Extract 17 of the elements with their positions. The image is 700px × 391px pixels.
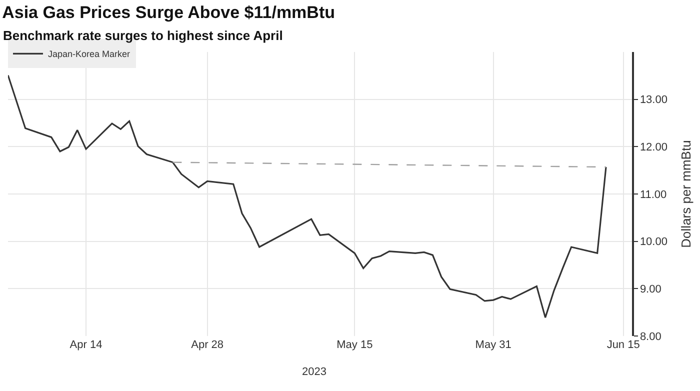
y-tick-label: 9.00	[640, 284, 662, 296]
y-tick-label: 8.00	[640, 330, 662, 343]
y-tick-label: 12.00	[640, 142, 668, 154]
x-tick-label: May 31	[475, 339, 512, 351]
legend-label: Japan-Korea Marker	[48, 49, 130, 60]
chart-title: Asia Gas Prices Surge Above $11/mmBtu	[2, 2, 336, 22]
text: 2023	[302, 366, 326, 378]
y-tick-label: 10.00	[640, 236, 668, 248]
chart-subtitle: Benchmark rate surges to highest since April	[3, 28, 283, 43]
y-axis-title: Dollars per mmBtu	[678, 140, 694, 248]
x-tick-label: May 15	[336, 339, 373, 351]
x-tick-label: Apr 14	[70, 339, 102, 351]
x-tick-label: Apr 28	[191, 339, 224, 351]
y-tick-label: 13.00	[640, 94, 668, 106]
y-tick-label: 11.00	[640, 188, 667, 201]
line-series	[8, 74, 607, 318]
x-tick-label: Jun 15	[606, 339, 640, 351]
